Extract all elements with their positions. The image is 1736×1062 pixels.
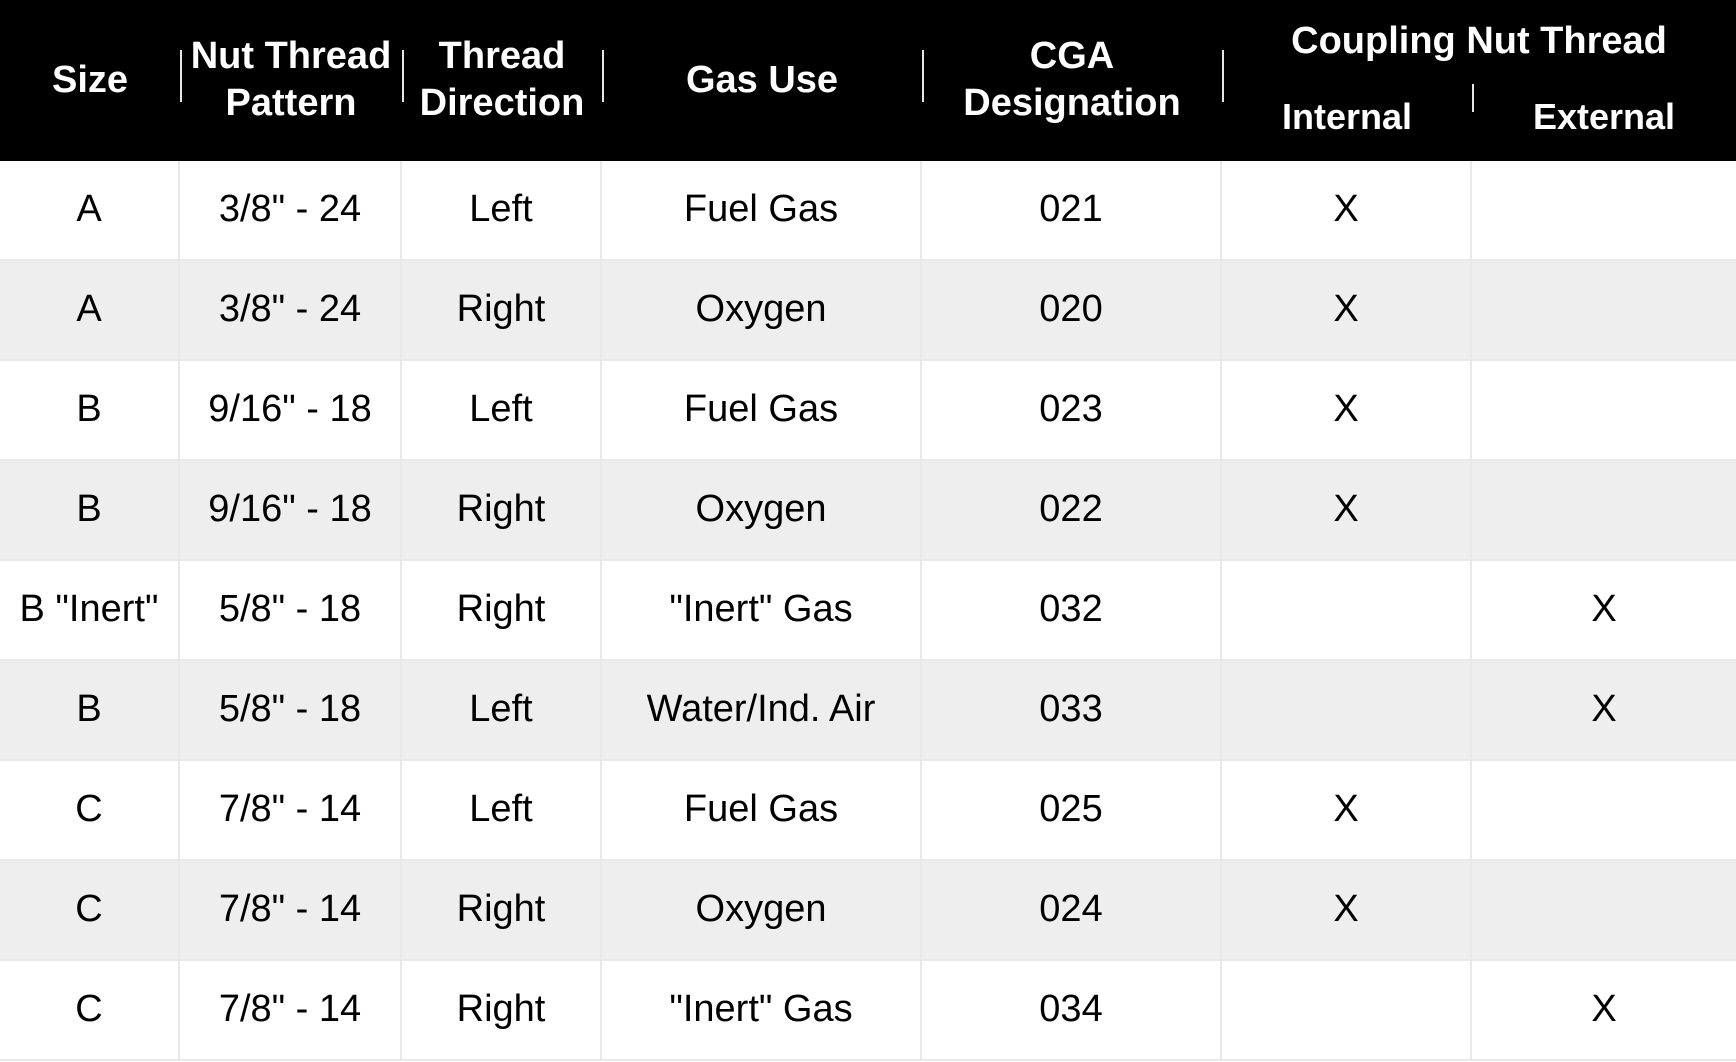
cell-external: X bbox=[1472, 961, 1736, 1061]
table-header: Size Nut Thread Pattern Thread Direction… bbox=[0, 0, 1736, 161]
cell-nut: 5/8" - 18 bbox=[180, 561, 402, 661]
cell-external bbox=[1472, 361, 1736, 461]
cell-external: X bbox=[1472, 661, 1736, 761]
col-header-internal: Internal bbox=[1222, 84, 1472, 161]
cell-cga: 024 bbox=[922, 861, 1222, 961]
col-header-cga: CGA Designation bbox=[922, 0, 1222, 161]
cell-size: B bbox=[0, 361, 180, 461]
col-header-gas: Gas Use bbox=[602, 0, 922, 161]
cell-nut: 7/8" - 14 bbox=[180, 861, 402, 961]
cell-direction: Left bbox=[402, 161, 602, 261]
cell-direction: Left bbox=[402, 661, 602, 761]
cell-external: X bbox=[1472, 561, 1736, 661]
table-body: A3/8" - 24LeftFuel Gas021XA3/8" - 24Righ… bbox=[0, 161, 1736, 1061]
cell-external bbox=[1472, 161, 1736, 261]
table-row: A3/8" - 24RightOxygen020X bbox=[0, 261, 1736, 361]
table-row: B "Inert"5/8" - 18Right"Inert" Gas032 X bbox=[0, 561, 1736, 661]
cell-gas: Fuel Gas bbox=[602, 361, 922, 461]
cell-external bbox=[1472, 261, 1736, 361]
cell-gas: Oxygen bbox=[602, 861, 922, 961]
cell-external bbox=[1472, 761, 1736, 861]
fittings-table: Size Nut Thread Pattern Thread Direction… bbox=[0, 0, 1736, 1061]
cell-cga: 033 bbox=[922, 661, 1222, 761]
cell-gas: Fuel Gas bbox=[602, 761, 922, 861]
cell-cga: 025 bbox=[922, 761, 1222, 861]
cell-direction: Right bbox=[402, 261, 602, 361]
cell-direction: Right bbox=[402, 861, 602, 961]
cell-cga: 023 bbox=[922, 361, 1222, 461]
cell-gas: Oxygen bbox=[602, 261, 922, 361]
cell-gas: "Inert" Gas bbox=[602, 961, 922, 1061]
cell-cga: 032 bbox=[922, 561, 1222, 661]
cell-size: A bbox=[0, 161, 180, 261]
cell-nut: 9/16" - 18 bbox=[180, 461, 402, 561]
cell-cga: 034 bbox=[922, 961, 1222, 1061]
cell-cga: 021 bbox=[922, 161, 1222, 261]
cell-nut: 7/8" - 14 bbox=[180, 961, 402, 1061]
cell-external bbox=[1472, 461, 1736, 561]
cell-internal: X bbox=[1222, 861, 1472, 961]
cell-internal: X bbox=[1222, 361, 1472, 461]
table-row: C7/8" - 14Right"Inert" Gas034 X bbox=[0, 961, 1736, 1061]
cell-nut: 3/8" - 24 bbox=[180, 161, 402, 261]
cell-size: C bbox=[0, 761, 180, 861]
col-header-external: External bbox=[1472, 84, 1736, 161]
col-header-coupling: Coupling Nut Thread bbox=[1222, 0, 1736, 84]
table-row: A3/8" - 24LeftFuel Gas021X bbox=[0, 161, 1736, 261]
cell-size: B bbox=[0, 661, 180, 761]
cell-gas: Water/Ind. Air bbox=[602, 661, 922, 761]
cell-gas: Oxygen bbox=[602, 461, 922, 561]
table-row: B9/16" - 18LeftFuel Gas023X bbox=[0, 361, 1736, 461]
cell-direction: Left bbox=[402, 761, 602, 861]
table-container: Size Nut Thread Pattern Thread Direction… bbox=[0, 0, 1736, 1061]
table-row: B9/16" - 18RightOxygen022X bbox=[0, 461, 1736, 561]
cell-internal bbox=[1222, 961, 1472, 1061]
cell-direction: Right bbox=[402, 461, 602, 561]
cell-nut: 7/8" - 14 bbox=[180, 761, 402, 861]
cell-internal: X bbox=[1222, 261, 1472, 361]
cell-size: C bbox=[0, 861, 180, 961]
cell-size: B "Inert" bbox=[0, 561, 180, 661]
cell-size: C bbox=[0, 961, 180, 1061]
cell-direction: Left bbox=[402, 361, 602, 461]
table-row: C7/8" - 14LeftFuel Gas025X bbox=[0, 761, 1736, 861]
cell-nut: 3/8" - 24 bbox=[180, 261, 402, 361]
cell-direction: Right bbox=[402, 561, 602, 661]
col-header-size: Size bbox=[0, 0, 180, 161]
cell-direction: Right bbox=[402, 961, 602, 1061]
col-header-direction: Thread Direction bbox=[402, 0, 602, 161]
cell-gas: "Inert" Gas bbox=[602, 561, 922, 661]
cell-nut: 9/16" - 18 bbox=[180, 361, 402, 461]
cell-internal: X bbox=[1222, 161, 1472, 261]
cell-cga: 022 bbox=[922, 461, 1222, 561]
cell-size: B bbox=[0, 461, 180, 561]
cell-internal: X bbox=[1222, 461, 1472, 561]
table-row: B5/8" - 18LeftWater/Ind. Air033 X bbox=[0, 661, 1736, 761]
cell-internal bbox=[1222, 661, 1472, 761]
cell-gas: Fuel Gas bbox=[602, 161, 922, 261]
cell-internal: X bbox=[1222, 761, 1472, 861]
cell-external bbox=[1472, 861, 1736, 961]
cell-nut: 5/8" - 18 bbox=[180, 661, 402, 761]
col-header-nut: Nut Thread Pattern bbox=[180, 0, 402, 161]
cell-size: A bbox=[0, 261, 180, 361]
table-row: C7/8" - 14RightOxygen024X bbox=[0, 861, 1736, 961]
cell-internal bbox=[1222, 561, 1472, 661]
cell-cga: 020 bbox=[922, 261, 1222, 361]
